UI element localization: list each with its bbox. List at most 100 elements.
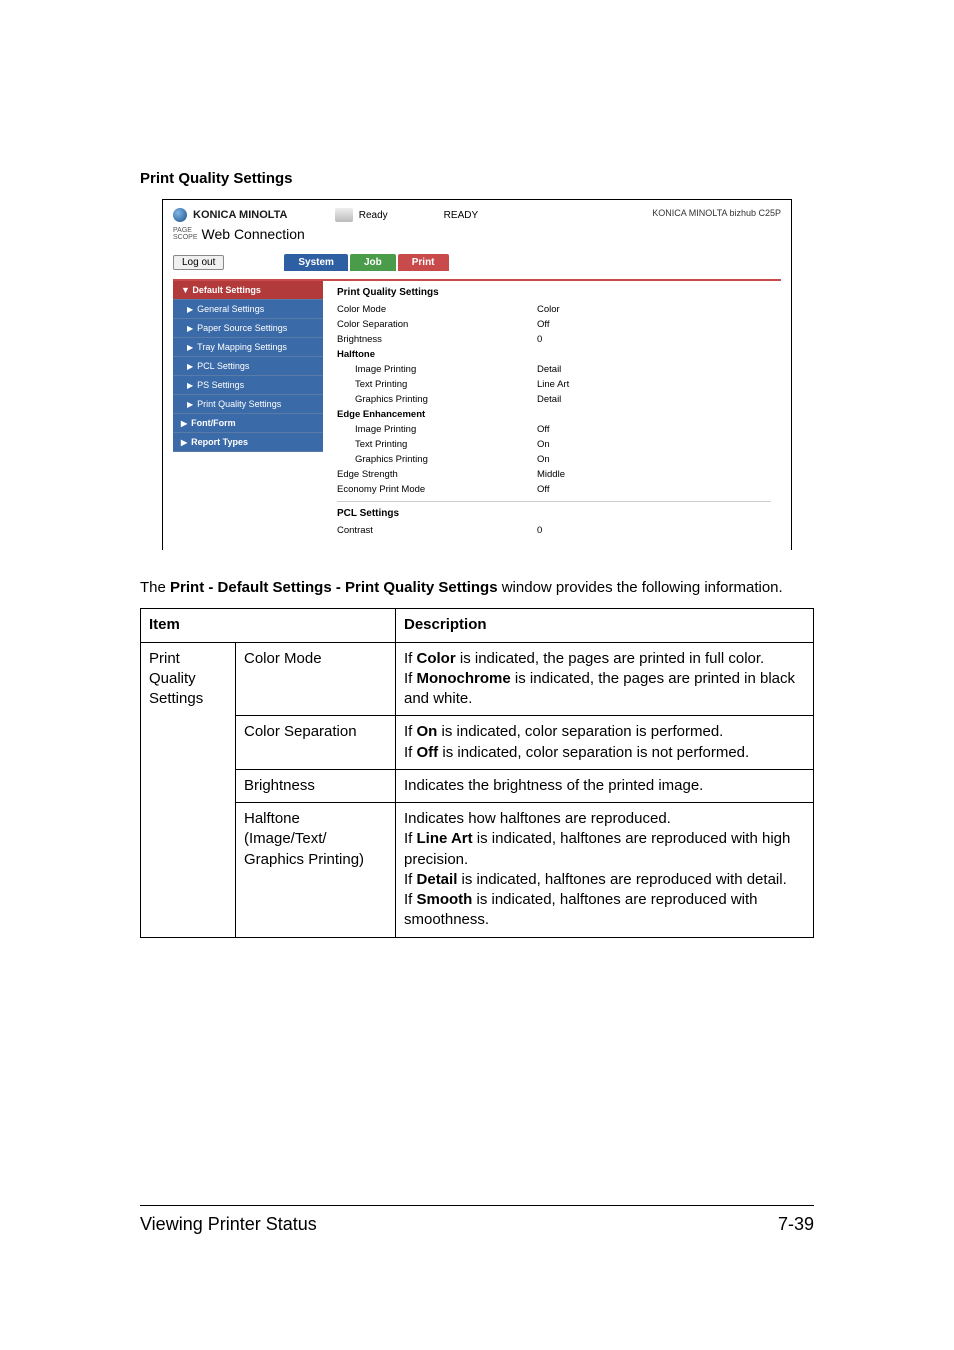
triangle-right-icon: ▶ — [181, 438, 187, 447]
footer-right: 7-39 — [778, 1214, 814, 1235]
row-value: Off — [537, 319, 550, 330]
logo-globe-icon — [173, 208, 187, 222]
content-row: Text PrintingLine Art — [337, 379, 771, 390]
sidebar-item[interactable]: ▶ General Settings — [173, 300, 323, 319]
content-row: Contrast0 — [337, 525, 771, 536]
tab-bar: System Job Print — [284, 254, 448, 271]
sidebar-label: Report Types — [191, 437, 248, 447]
item-cell: Color Mode — [236, 642, 396, 716]
printer-icon — [335, 208, 353, 222]
model-label: KONICA MINOLTA bizhub C25P — [652, 208, 781, 218]
content-area: Print Quality Settings Color ModeColorCo… — [323, 281, 781, 540]
sidebar-label: Print Quality Settings — [197, 399, 281, 409]
item-cell: Halftone(Image/Text/Graphics Printing) — [236, 803, 396, 938]
sidebar-item-font-form[interactable]: ▶ Font/Form — [173, 414, 323, 433]
description-cell: Indicates how halftones are reproduced.I… — [396, 803, 814, 938]
halftone-subtitle: Halftone — [337, 349, 771, 360]
triangle-right-icon: ▶ — [187, 362, 193, 371]
intro-post: window provides the following informatio… — [498, 579, 783, 596]
row-value: On — [537, 454, 550, 465]
row-label: Color Separation — [337, 319, 537, 330]
row-value: 0 — [537, 334, 542, 345]
triangle-right-icon: ▶ — [187, 324, 193, 333]
row-label: Edge Strength — [337, 469, 537, 480]
content-row: Image PrintingOff — [337, 424, 771, 435]
row-label: Text Printing — [337, 379, 537, 390]
content-row: Graphics PrintingDetail — [337, 394, 771, 405]
row-label: Graphics Printing — [337, 394, 537, 405]
header-description: Description — [396, 609, 814, 642]
triangle-right-icon: ▶ — [181, 419, 187, 428]
content-row: Color SeparationOff — [337, 319, 771, 330]
intro-bold: Print - Default Settings - Print Quality… — [170, 579, 498, 596]
sidebar-label: General Settings — [197, 304, 264, 314]
description-cell: Indicates the brightness of the printed … — [396, 769, 814, 802]
sidebar-item[interactable]: ▶ Tray Mapping Settings — [173, 338, 323, 357]
table-row: BrightnessIndicates the brightness of th… — [141, 769, 814, 802]
screenshot-window: KONICA MINOLTA PAGESCOPE Web Connection … — [162, 199, 792, 550]
table-row: Color SeparationIf On is indicated, colo… — [141, 716, 814, 770]
sidebar: ▼ Default Settings ▶ General Settings▶ P… — [173, 281, 323, 540]
item-cell: Brightness — [236, 769, 396, 802]
sidebar-item[interactable]: ▶ PS Settings — [173, 376, 323, 395]
sidebar-item[interactable]: ▶ Paper Source Settings — [173, 319, 323, 338]
intro-pre: The — [140, 579, 170, 596]
sidebar-head-default-settings[interactable]: ▼ Default Settings — [173, 281, 323, 300]
page-footer: Viewing Printer Status 7-39 — [140, 1205, 814, 1235]
group-cell: Print Quality Set­tings — [141, 642, 236, 937]
row-value: Middle — [537, 469, 565, 480]
toolbar-row: Log out System Job Print — [163, 246, 791, 279]
content-row: Edge StrengthMiddle — [337, 469, 771, 480]
sidebar-item[interactable]: ▶ PCL Settings — [173, 357, 323, 376]
sidebar-item[interactable]: ▶ Print Quality Settings — [173, 395, 323, 414]
content-row: Graphics PrintingOn — [337, 454, 771, 465]
web-connection-label: Web Connection — [202, 226, 305, 242]
content-row: Color ModeColor — [337, 304, 771, 315]
sidebar-label: PCL Settings — [197, 361, 249, 371]
item-cell: Color Separation — [236, 716, 396, 770]
intro-paragraph: The Print - Default Settings - Print Qua… — [140, 578, 814, 598]
row-value: Color — [537, 304, 560, 315]
pcl-title: PCL Settings — [337, 508, 771, 519]
sidebar-item-report-types[interactable]: ▶ Report Types — [173, 433, 323, 452]
sidebar-label: Font/Form — [191, 418, 236, 428]
brand-block: KONICA MINOLTA PAGESCOPE Web Connection — [173, 208, 305, 242]
description-cell: If Color is indicated, the pages are pri… — [396, 642, 814, 716]
divider — [337, 501, 771, 502]
row-label: Image Printing — [337, 364, 537, 375]
tab-system[interactable]: System — [284, 254, 348, 271]
row-label: Brightness — [337, 334, 537, 345]
triangle-right-icon: ▶ — [187, 343, 193, 352]
sidebar-label: Tray Mapping Settings — [197, 342, 287, 352]
content-row: Brightness0 — [337, 334, 771, 345]
logout-button[interactable]: Log out — [173, 255, 224, 270]
section-title: Print Quality Settings — [140, 170, 814, 187]
triangle-right-icon: ▶ — [187, 400, 193, 409]
row-label: Graphics Printing — [337, 454, 537, 465]
content-row: Image PrintingDetail — [337, 364, 771, 375]
status-ready-small: Ready — [359, 210, 388, 221]
status-area: Ready READY — [335, 208, 478, 222]
edge-subtitle: Edge Enhancement — [337, 409, 771, 420]
content-title: Print Quality Settings — [337, 287, 771, 298]
content-row: Economy Print ModeOff — [337, 484, 771, 495]
row-value: Line Art — [537, 379, 569, 390]
tab-job[interactable]: Job — [350, 254, 396, 271]
row-value: On — [537, 439, 550, 450]
row-value: Off — [537, 424, 550, 435]
settings-table: Item Description Print Quality Set­tings… — [140, 608, 814, 937]
tab-print[interactable]: Print — [398, 254, 449, 271]
description-cell: If On is indicated, color separation is … — [396, 716, 814, 770]
content-row: Text PrintingOn — [337, 439, 771, 450]
screenshot-header: KONICA MINOLTA PAGESCOPE Web Connection … — [163, 200, 791, 246]
row-label: Color Mode — [337, 304, 537, 315]
row-label: Image Printing — [337, 424, 537, 435]
row-value: Detail — [537, 394, 561, 405]
header-item: Item — [141, 609, 396, 642]
triangle-right-icon: ▶ — [187, 381, 193, 390]
row-value: Detail — [537, 364, 561, 375]
web-connection-line: PAGESCOPE Web Connection — [173, 226, 305, 242]
page-scope-label: PAGESCOPE — [173, 227, 198, 241]
row-label: Economy Print Mode — [337, 484, 537, 495]
brand-text: KONICA MINOLTA — [193, 209, 288, 221]
